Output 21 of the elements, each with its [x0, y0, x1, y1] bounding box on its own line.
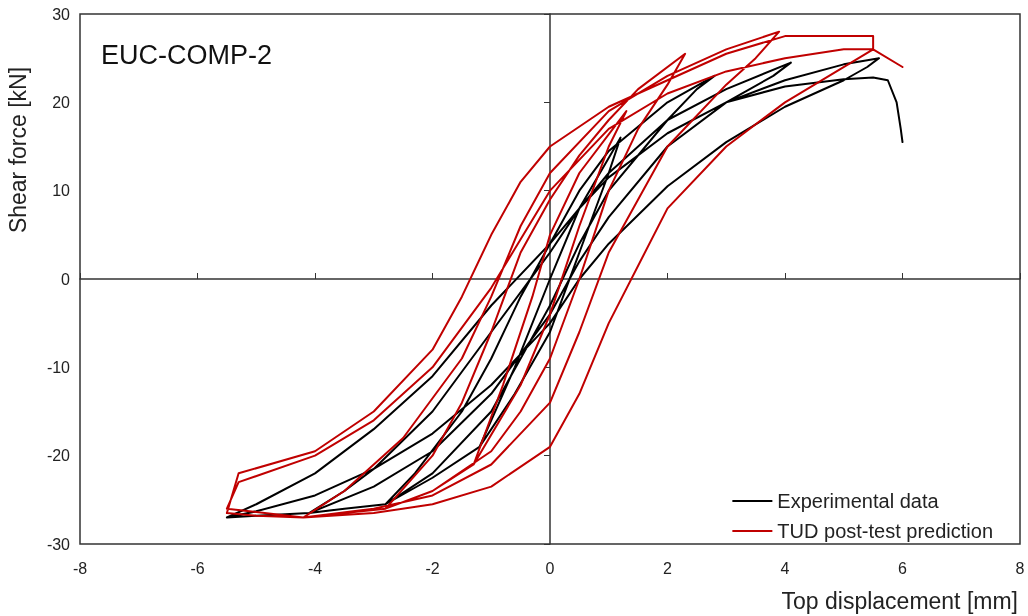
- x-tick-label: -6: [190, 559, 205, 577]
- y-tick-label: 20: [52, 93, 71, 111]
- x-tick-label: 8: [1015, 559, 1025, 577]
- y-tick-label: 0: [61, 270, 71, 288]
- legend-label: Experimental data: [777, 490, 940, 512]
- y-tick-label: 10: [52, 182, 71, 200]
- text: EUC-COMP-2: [101, 39, 273, 70]
- x-tick-label: 4: [780, 559, 790, 577]
- y-tick-label: -30: [46, 535, 71, 553]
- y-tick-label: -20: [46, 447, 71, 465]
- x-tick-label: 0: [545, 559, 555, 577]
- x-tick-label: 2: [663, 559, 673, 577]
- y-tick-label: 30: [52, 5, 71, 23]
- y-axis-title: Shear force [kN]: [4, 66, 31, 234]
- x-tick-label: -4: [307, 559, 323, 577]
- legend-label: TUD post-test prediction: [777, 520, 994, 542]
- x-tick-label: -8: [72, 559, 88, 577]
- x-tick-label: 6: [898, 559, 908, 577]
- x-tick-label: -2: [425, 559, 440, 577]
- y-tick-label: -10: [46, 358, 71, 376]
- x-axis-title: Top displacement [mm]: [781, 587, 1018, 614]
